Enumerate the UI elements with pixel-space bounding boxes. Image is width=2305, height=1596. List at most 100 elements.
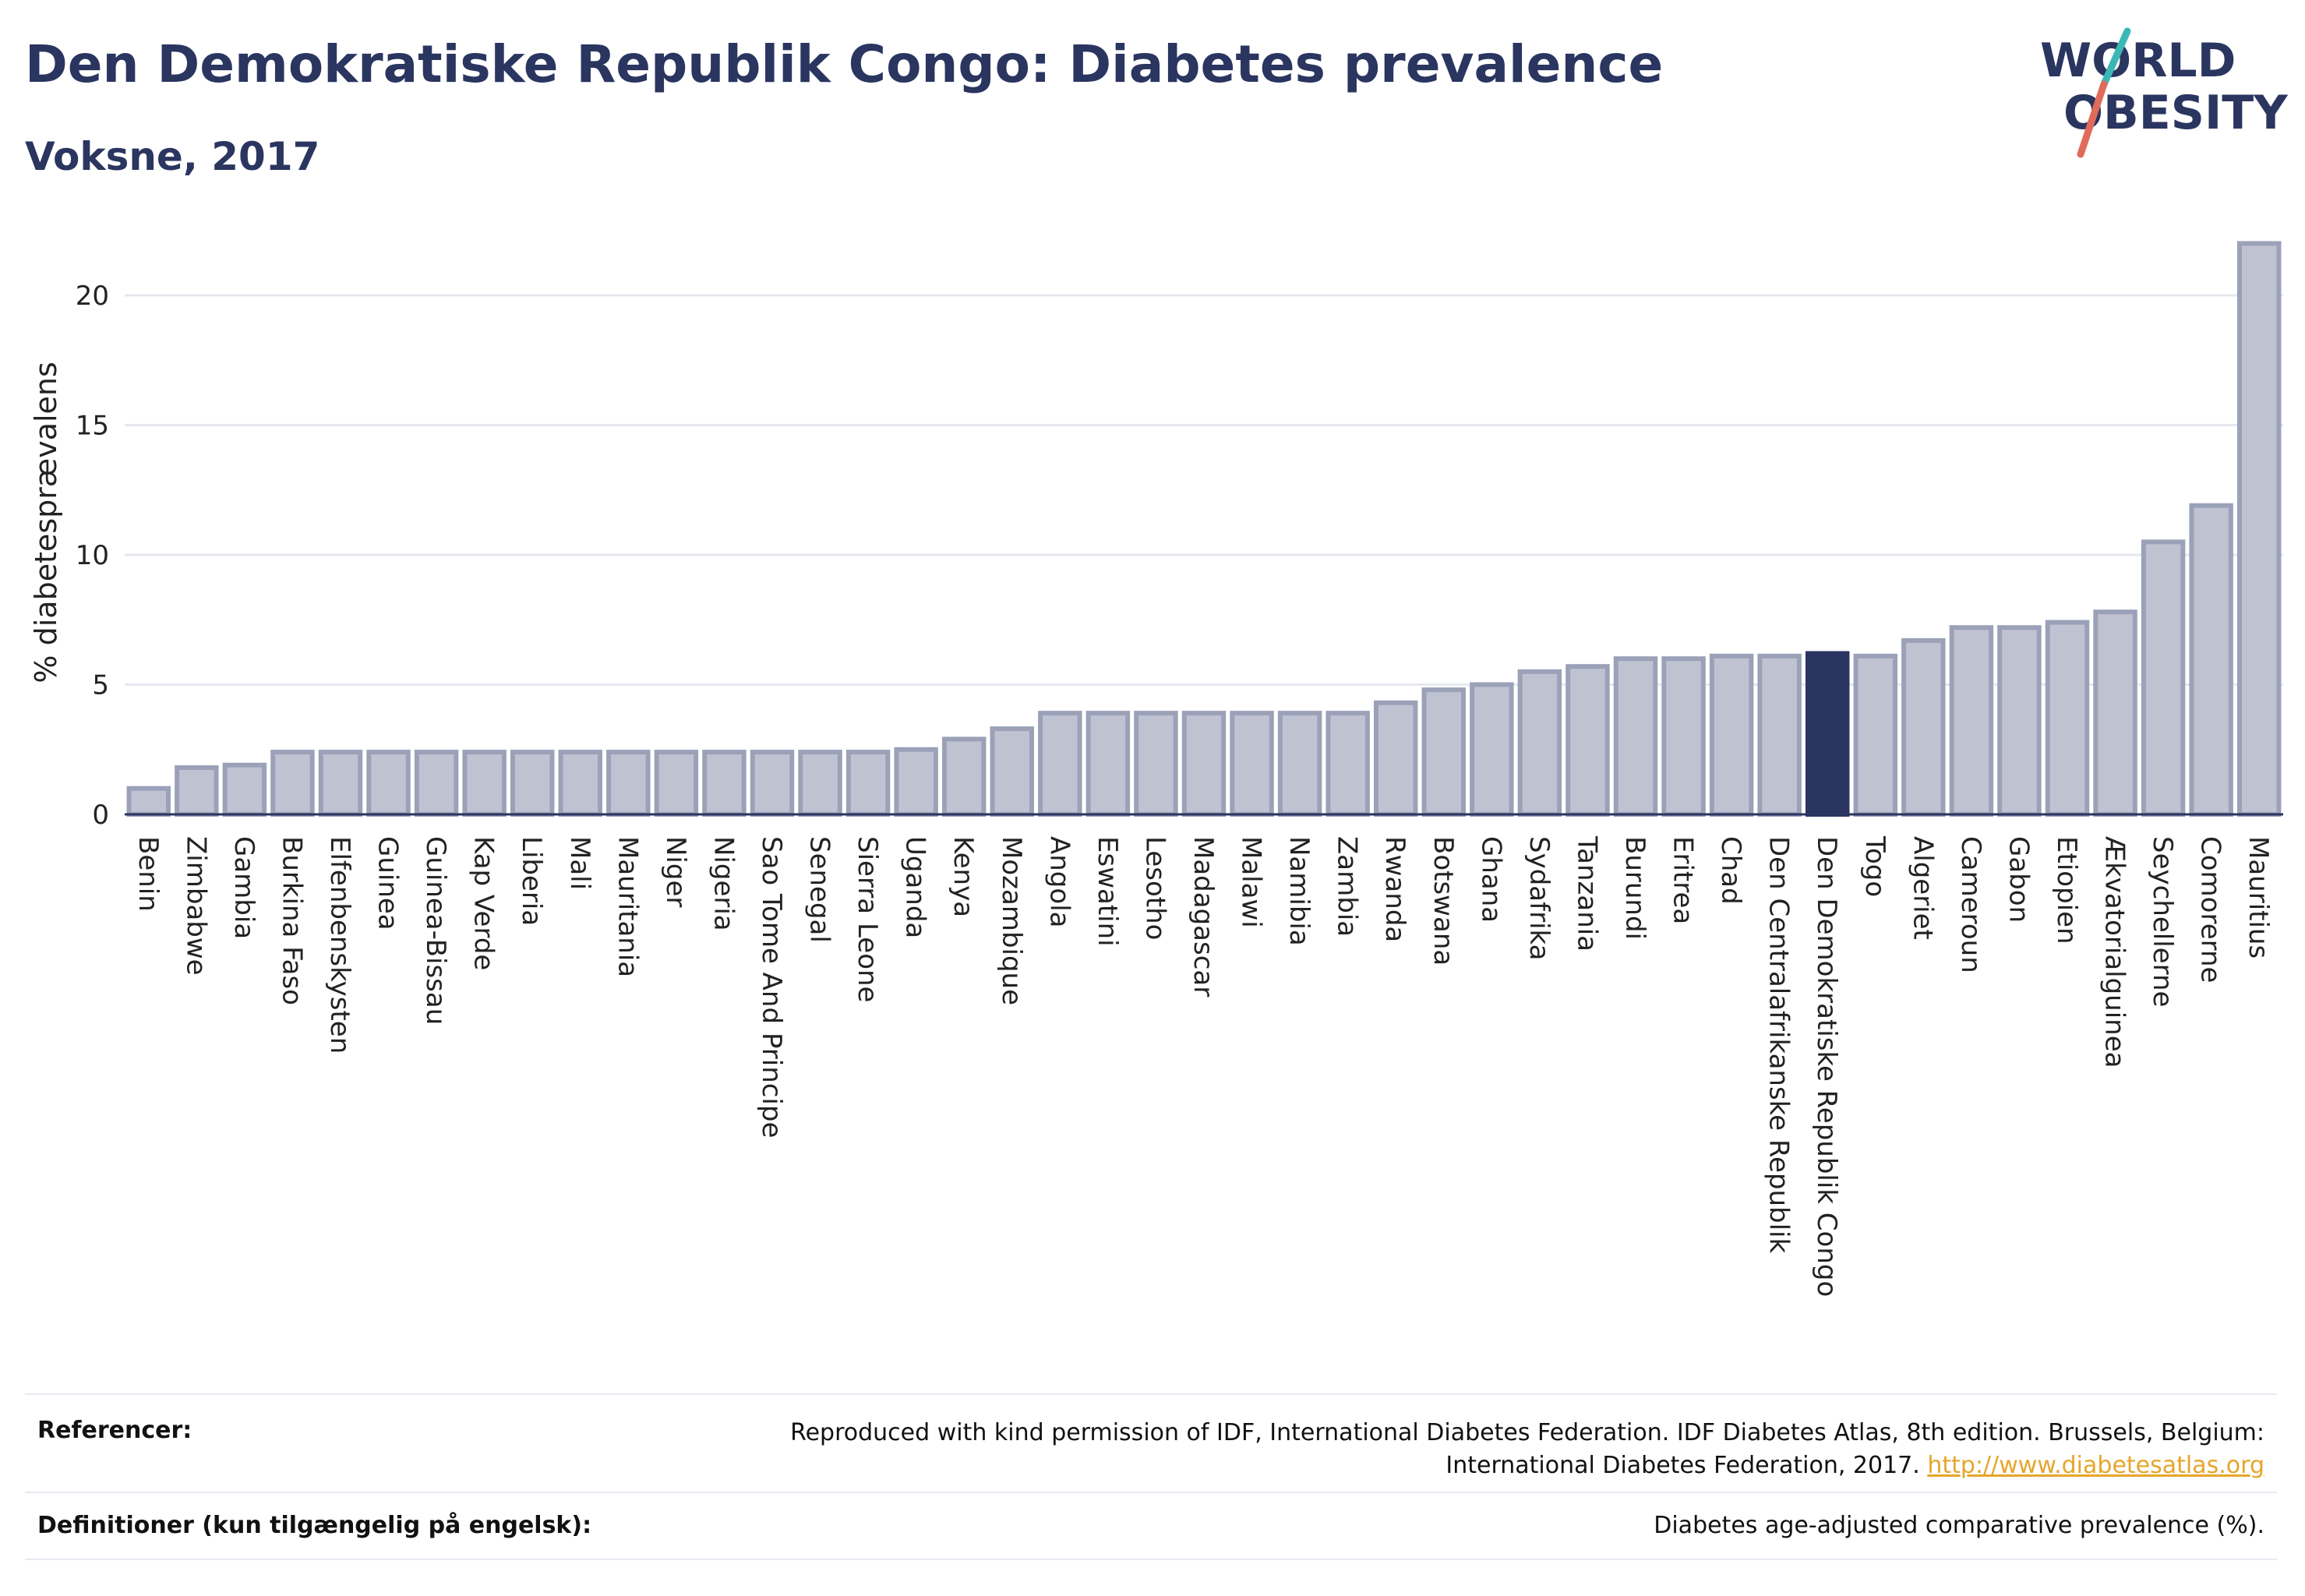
x-tick-label: Eritrea xyxy=(1668,836,1699,924)
bar xyxy=(1085,711,1131,817)
bar xyxy=(1470,682,1514,817)
x-tick-label: Mali xyxy=(564,836,595,890)
x-tick-label: Mauritius xyxy=(2243,836,2274,959)
x-tick-label: Chad xyxy=(1715,836,1746,905)
bar xyxy=(1853,653,1898,817)
x-tick-label: Sao Tome And Principe xyxy=(756,836,787,1138)
x-tick-label: Den Demokratiske Republik Congo xyxy=(1811,836,1842,1297)
bar-chart: 0 5 10 15 20 % diabetesprævalens Benin Zimbabwe… xyxy=(29,241,2283,1297)
bar xyxy=(1325,711,1370,817)
bar xyxy=(1181,711,1227,817)
y-tick-label: 10 xyxy=(76,540,109,571)
x-tick-label: Zambia xyxy=(1332,836,1363,937)
x-tick-label: Botswana xyxy=(1428,836,1459,966)
references-text-line1: Reproduced with kind permission of IDF, … xyxy=(790,1419,2264,1446)
world-obesity-logo: WORLD OBESITY xyxy=(2040,27,2289,158)
x-tick-label: Angola xyxy=(1043,836,1075,927)
references-label: Referencer: xyxy=(37,1417,192,1444)
y-tick-label: 15 xyxy=(76,411,109,442)
x-tick-label: Ækvatorialguinea xyxy=(2099,836,2130,1068)
x-tick-label: Lesotho xyxy=(1139,836,1170,940)
bar xyxy=(1709,653,1754,817)
x-tick-label: Comorerne xyxy=(2195,836,2226,983)
x-tick-label: Madagascar xyxy=(1188,836,1219,997)
y-tick-label: 5 xyxy=(92,670,109,701)
x-tick-label: Togo xyxy=(1859,835,1890,897)
x-tick-label: Etiopien xyxy=(2051,836,2082,945)
x-tick-label: Burundi xyxy=(1619,836,1650,940)
page-subtitle: Voksne, 2017 xyxy=(25,134,320,179)
bar xyxy=(702,750,747,817)
bar xyxy=(270,750,315,817)
definitions-text: Diabetes age-adjusted comparative preval… xyxy=(1654,1512,2264,1539)
logo-slash-red xyxy=(2077,80,2108,158)
bar xyxy=(798,750,842,817)
references-link[interactable]: http://www.diabetesatlas.org xyxy=(1927,1452,2264,1479)
bar xyxy=(2045,620,2090,817)
x-tick-label: Sydafrika xyxy=(1523,836,1555,960)
bar xyxy=(1757,653,1802,817)
x-tick-label: Kap Verde xyxy=(468,836,499,970)
page-title: Den Demokratiske Republik Congo: Diabete… xyxy=(25,34,1664,94)
x-tick-label: Burkina Faso xyxy=(276,836,307,1005)
definitions-row: Definitioner (kun tilgængelig på engelsk… xyxy=(25,1492,2277,1560)
x-tick-label: Den Centralafrikanske Republik xyxy=(1763,836,1795,1253)
bar xyxy=(606,750,651,817)
y-tick-label: 0 xyxy=(92,800,109,831)
bar xyxy=(366,750,411,817)
x-tick-label: Gabon xyxy=(2003,836,2034,923)
bar xyxy=(654,750,699,817)
x-tick-label: Liberia xyxy=(516,836,547,926)
y-axis-label: % diabetesprævalens xyxy=(29,362,63,683)
x-tick-label: Seychellerne xyxy=(2147,836,2178,1007)
bar xyxy=(1134,711,1178,817)
bar xyxy=(1421,687,1467,817)
bar xyxy=(126,786,171,817)
bar xyxy=(990,726,1035,817)
x-tick-label: Ghana xyxy=(1475,836,1506,923)
x-tick-label: Mozambique xyxy=(996,836,1027,1005)
bar xyxy=(1613,656,1658,817)
x-tick-label: Namibia xyxy=(1283,836,1315,946)
bar xyxy=(1038,711,1082,817)
bar xyxy=(1277,711,1322,817)
x-tick-label: Rwanda xyxy=(1379,836,1410,942)
x-tick-label: Senegal xyxy=(804,836,835,943)
bar xyxy=(222,762,267,817)
references-row: Referencer: Reproduced with kind permiss… xyxy=(25,1393,2277,1492)
x-tick-label: Kenya xyxy=(948,836,979,917)
bar xyxy=(1949,625,1994,817)
bar xyxy=(1565,664,1610,817)
bar-highlight xyxy=(1805,651,1850,817)
x-tick-label: Guinea xyxy=(372,836,404,930)
bar xyxy=(2236,241,2282,817)
x-tick-label: Guinea-Bissau xyxy=(420,836,451,1025)
logo-line1: WORLD xyxy=(2040,34,2236,88)
bar xyxy=(845,750,891,817)
bar xyxy=(1230,711,1274,817)
bar xyxy=(1997,625,2042,817)
bar xyxy=(2093,609,2137,817)
x-tick-label: Malawi xyxy=(1236,836,1267,928)
x-tick-label: Elfenbenskysten xyxy=(324,836,355,1054)
bar xyxy=(414,750,459,817)
bar xyxy=(941,736,987,817)
y-tick-label: 20 xyxy=(76,281,109,312)
bar xyxy=(2189,503,2233,817)
bar xyxy=(558,750,603,817)
x-tick-label: Sierra Leone xyxy=(852,836,883,1002)
footer-notes: Referencer: Reproduced with kind permiss… xyxy=(25,1393,2277,1560)
x-tick-label: Uganda xyxy=(900,836,931,938)
bar xyxy=(510,750,555,817)
bar xyxy=(1373,700,1418,817)
x-tick-label: Benin xyxy=(132,836,164,912)
bar xyxy=(2141,539,2186,817)
x-tick-label: Gambia xyxy=(228,836,259,939)
bar xyxy=(750,750,795,817)
bar xyxy=(894,747,938,817)
x-tick-label: Zimbabwe xyxy=(180,836,211,976)
bar xyxy=(1661,656,1706,817)
bar xyxy=(175,765,219,817)
definitions-label: Definitioner (kun tilgængelig på engelsk… xyxy=(37,1512,592,1539)
references-text: Reproduced with kind permission of IDF, … xyxy=(25,1395,2277,1482)
